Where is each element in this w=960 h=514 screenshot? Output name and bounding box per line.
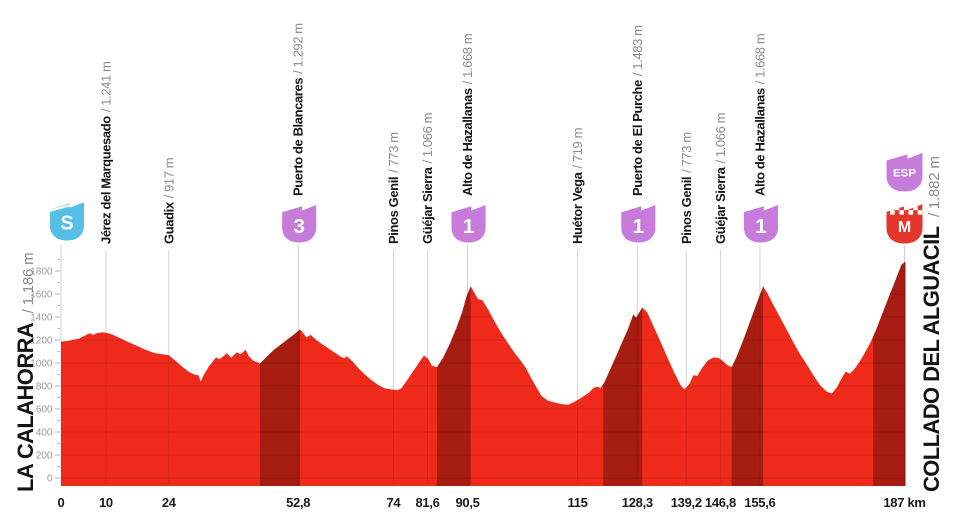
flag-icon-label: ESP: [893, 168, 917, 180]
x-axis-tick-label: 155,6: [744, 495, 775, 510]
waypoint-name: Güéjar Sierra: [420, 166, 435, 244]
start-location-label: LA CALAHORRA / 1.186 m: [13, 253, 39, 492]
finish-location-label: COLLADO DEL ALGUACIL / 1.882 m: [919, 156, 945, 492]
y-axis-tick-label: 400: [36, 428, 53, 439]
waypoint-name: Güéjar Sierra: [713, 166, 728, 244]
finish-location-elevation: / 1.882 m: [926, 156, 943, 218]
waypoint-elevation: / 773 m: [679, 132, 694, 173]
waypoint-label: Pinos Genil / 773 m: [386, 132, 401, 244]
y-axis-tick-label: 1400: [30, 313, 53, 324]
x-axis: 0 10 24 52,8 74 81,6 90,5 115 128,3 139,2 146,8 155…: [58, 495, 926, 510]
y-axis-tick-label: 1600: [30, 290, 53, 301]
climb-segment: [873, 261, 906, 486]
waypoint-name: Alto de Hazallanas: [752, 88, 767, 196]
finish-icon-label: M: [898, 219, 911, 236]
waypoint-elevation: / 719 m: [570, 128, 585, 169]
category-icon: 1: [451, 204, 486, 243]
x-axis-tick-label: 187 km: [883, 495, 925, 510]
category-icon-label: 1: [633, 215, 645, 238]
x-axis-tick-label: 24: [162, 495, 177, 510]
waypoint-elevation: / 1.668 m: [752, 34, 767, 85]
category-icon-label: 1: [463, 215, 475, 238]
waypoint-label: Puerto de El Purche / 1.483 m: [630, 25, 645, 196]
elevation-profile-area: [61, 261, 906, 486]
x-axis-tick-label: 139,2: [671, 495, 702, 510]
y-axis-tick-label: 1000: [30, 359, 53, 370]
waypoint-name: Pinos Genil: [679, 177, 694, 244]
category-icon: 3: [282, 204, 317, 243]
waypoint-name: Guadix: [161, 201, 176, 244]
climb-segment: [731, 261, 764, 486]
waypoint-label: Alto de Hazallanas / 1.668 m: [460, 34, 475, 196]
waypoint-elevation: / 1.066 m: [420, 113, 435, 164]
climb-segment: [437, 261, 471, 486]
finish-location-name: COLLADO DEL ALGUACIL: [919, 226, 944, 492]
waypoint-label: Alto de Hazallanas / 1.668 m: [752, 34, 767, 196]
waypoint-elevation: / 773 m: [386, 132, 401, 173]
x-axis-tick-label: 74: [386, 495, 401, 510]
finish-icon: M: [886, 204, 923, 244]
x-axis-tick-label: 81,6: [415, 495, 439, 510]
waypoint-elevation: / 1.292 m: [291, 23, 306, 74]
waypoint-name: Huétor Vega: [570, 171, 585, 244]
x-axis-tick-label: 146,8: [705, 495, 736, 510]
category-icon: 1: [621, 204, 656, 243]
waypoint-label: Guadix / 917 m: [161, 158, 176, 244]
start-icon-label: S: [60, 212, 73, 234]
y-axis-tick-label: 200: [36, 451, 53, 462]
x-axis-tick-label: 128,3: [622, 495, 653, 510]
y-axis: 0 200 400 600 800 1000 1200 1400 1600 1800: [30, 259, 60, 485]
waypoint-label: Güéjar Sierra / 1.066 m: [713, 113, 728, 244]
start-location-elevation: / 1.186 m: [20, 252, 37, 314]
waypoint-name: Puerto de El Purche: [630, 80, 645, 196]
waypoint-name: Puerto de Blancares: [291, 78, 306, 196]
y-axis-tick-label: 800: [36, 382, 53, 393]
x-axis-tick-label: 52,8: [286, 495, 310, 510]
y-axis-tick-label: 600: [36, 405, 53, 416]
x-axis-tick-label: 10: [99, 495, 113, 510]
x-axis-tick-label: 115: [568, 495, 588, 510]
esp-flag-icon: ESP: [886, 153, 923, 192]
waypoint-label: Jérez del Marquesado / 1.241 m: [98, 62, 113, 244]
waypoint-elevation: / 1.241 m: [98, 62, 113, 113]
y-axis-tick-label: 1800: [30, 267, 53, 278]
start-icon: S: [49, 202, 85, 241]
waypoint-label: Puerto de Blancares / 1.292 m: [291, 23, 306, 196]
climb-segment: [260, 261, 300, 486]
y-axis-tick-label: 0: [47, 474, 53, 485]
waypoint-label: Huétor Vega / 719 m: [570, 128, 585, 244]
climb-segment: [603, 261, 643, 486]
waypoint-label: Pinos Genil / 773 m: [679, 132, 694, 244]
x-axis-tick-label: 0: [58, 495, 65, 510]
waypoint-elevation: / 917 m: [161, 158, 176, 199]
waypoint-elevation: / 1.668 m: [460, 34, 475, 85]
waypoint-label: Güéjar Sierra / 1.066 m: [420, 113, 435, 244]
waypoint-elevation: / 1.483 m: [630, 25, 645, 76]
category-icon-label: 3: [293, 215, 305, 238]
waypoint-elevation: / 1.066 m: [713, 113, 728, 164]
category-icon-label: 1: [755, 215, 767, 238]
x-axis-tick-label: 90,5: [455, 495, 479, 510]
waypoint-name: Alto de Hazallanas: [460, 88, 475, 196]
y-axis-tick-label: 1200: [30, 336, 53, 347]
start-location-name: LA CALAHORRA: [13, 322, 38, 492]
category-icon: 1: [743, 204, 779, 243]
waypoint-name: Jérez del Marquesado: [98, 116, 113, 244]
waypoint-labels: Jérez del Marquesado / 1.241 m Guadix / 917…: [98, 23, 767, 244]
waypoint-name: Pinos Genil: [386, 177, 401, 244]
